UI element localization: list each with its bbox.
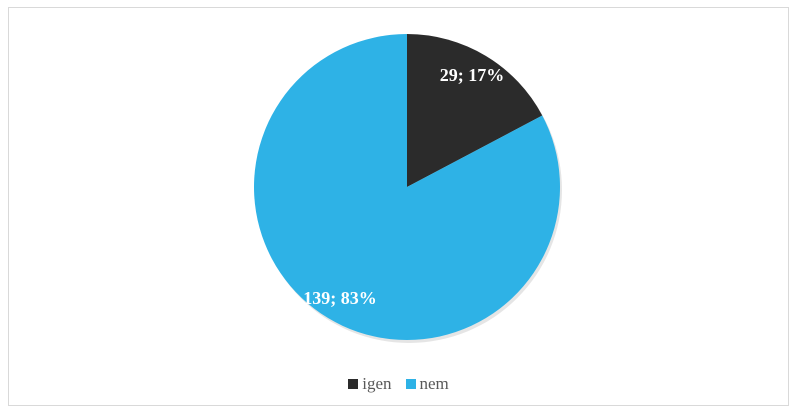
legend-swatch-nem: [405, 379, 416, 389]
pie-slice-nem: [254, 34, 560, 340]
legend-swatch-igen: [348, 379, 359, 389]
legend-label-nem: nem: [419, 374, 449, 393]
legend-item-igen: igen: [348, 374, 392, 394]
data-label-igen: 29; 17%: [440, 65, 505, 85]
pie-slice-igen: [407, 34, 543, 187]
legend-item-nem: nem: [405, 374, 449, 394]
legend-label-igen: igen: [362, 374, 392, 393]
legend: igen nem: [0, 374, 797, 394]
data-label-nem: 139; 83%: [303, 288, 377, 308]
